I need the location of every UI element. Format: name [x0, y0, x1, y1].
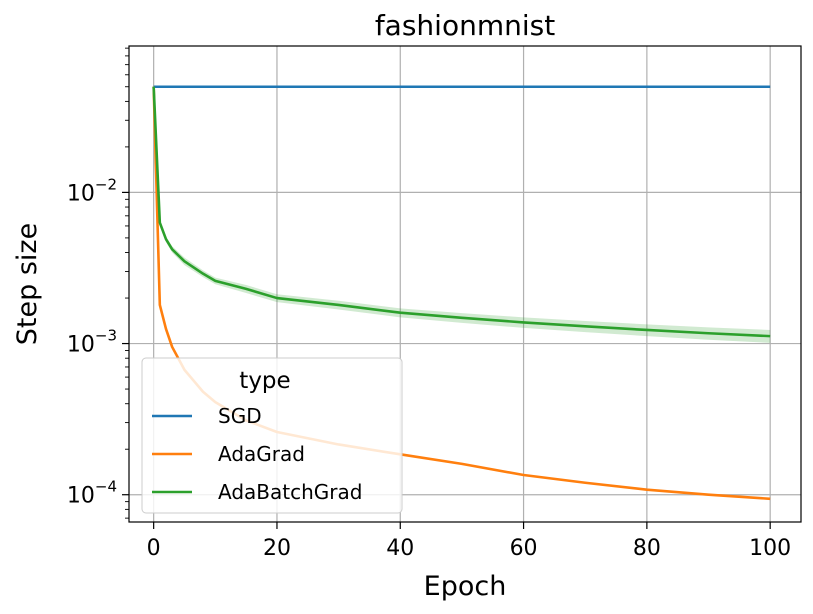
y-tick-exponent: −4	[95, 478, 117, 496]
series-line-adabatchgrad	[152, 86, 771, 338]
legend-label-sgd: SGD	[218, 404, 262, 428]
y-tick-exponent: −3	[95, 327, 117, 345]
legend-label-adagrad: AdaGrad	[218, 442, 305, 466]
x-tick-label: 40	[386, 536, 414, 561]
x-tick-label: 60	[510, 536, 538, 561]
x-tick-label: 0	[147, 536, 161, 561]
y-tick-label: 10−4	[67, 478, 117, 509]
chart-title: fashionmnist	[375, 9, 555, 42]
y-axis-label: Step size	[12, 223, 43, 345]
y-tick-exponent: −2	[95, 175, 117, 193]
y-tick-base: 10	[67, 333, 95, 358]
legend-items: SGD AdaGrad AdaBatchGrad	[152, 404, 362, 504]
legend-box	[141, 357, 403, 514]
y-tick-label: 10−2	[67, 175, 117, 206]
y-tick-label: 10−3	[67, 327, 117, 358]
x-tick-label: 20	[263, 536, 291, 561]
y-tick-base: 10	[67, 181, 95, 206]
series-band-adabatchgrad	[153, 86, 771, 343]
legend-label-adabatchgrad: AdaBatchGrad	[218, 480, 362, 504]
legend-title: type	[239, 368, 290, 394]
legend: type SGD AdaGrad AdaBatchGrad	[141, 357, 403, 514]
y-tick-base: 10	[67, 484, 95, 509]
plot-frame	[128, 45, 802, 523]
x-tick-label: 100	[749, 536, 791, 561]
x-tick-label: 80	[633, 536, 661, 561]
confidence-bands	[153, 86, 771, 343]
x-axis-label: Epoch	[424, 571, 507, 602]
